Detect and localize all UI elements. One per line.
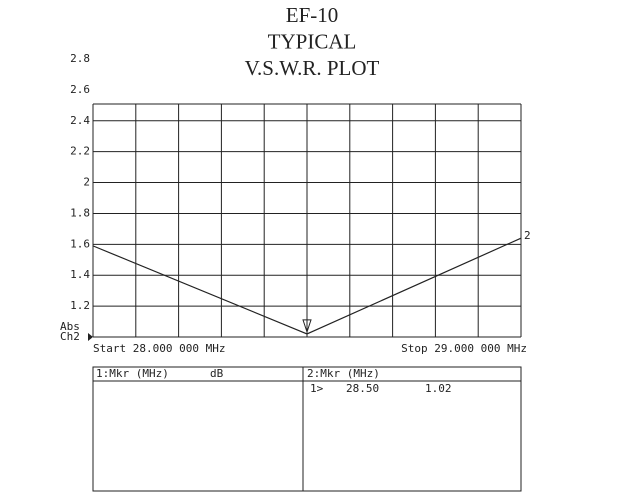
y-tick-label: 2.8 [70, 52, 90, 65]
y-tick-label: 2.4 [70, 114, 90, 127]
chart-title: V.S.W.R. PLOT [245, 56, 380, 80]
trace-label: 2 [524, 229, 531, 242]
title-backing [232, 31, 392, 57]
y-tick-label: 2.2 [70, 145, 90, 158]
marker-name: 1> [310, 382, 324, 395]
axis-label: Ch2 [60, 330, 80, 343]
trace [92, 237, 522, 335]
table-left-header: 1:Mkr (MHz) [96, 367, 169, 380]
axis-label: Abs [60, 320, 80, 333]
marker-x: 28.50 [346, 382, 379, 395]
table-right-header: 2:Mkr (MHz) [307, 367, 380, 380]
title-backing [232, 5, 392, 30]
marker-table [92, 366, 522, 492]
chart-title: EF-10 [286, 3, 339, 27]
start-label: Start 28.000 000 MHz [93, 342, 225, 355]
y-tick-label: 1.8 [70, 206, 90, 219]
chart-title: TYPICAL [268, 29, 357, 53]
table-left-unit: dB [210, 367, 224, 380]
y-tick-label: 1.6 [70, 237, 90, 250]
marker-value: 1.02 [425, 382, 452, 395]
stop-label: Stop 29.000 000 MHz [401, 342, 527, 355]
title-backing [232, 58, 392, 83]
y-tick-label: 1.4 [70, 268, 90, 281]
reference-arrow [88, 333, 93, 341]
y-tick-label: 1.2 [70, 299, 90, 312]
y-tick-label: 2.6 [70, 83, 90, 96]
y-tick-label: 2 [83, 176, 90, 189]
